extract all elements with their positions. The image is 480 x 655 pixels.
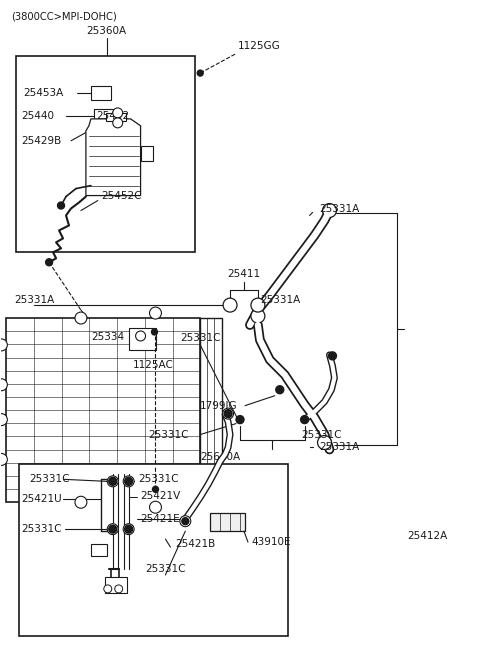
Text: 25440: 25440: [21, 111, 54, 121]
Circle shape: [46, 259, 53, 266]
Circle shape: [123, 476, 134, 487]
Text: 25442: 25442: [96, 111, 129, 121]
Text: 25421E: 25421E: [141, 514, 180, 524]
Circle shape: [300, 416, 309, 424]
Bar: [200, 318, 222, 502]
Bar: [6, 318, 200, 502]
Text: 25331C: 25331C: [139, 474, 179, 484]
Circle shape: [236, 416, 244, 424]
Circle shape: [104, 585, 112, 593]
Circle shape: [328, 352, 336, 360]
Text: 25421B: 25421B: [175, 539, 216, 549]
Circle shape: [197, 70, 203, 76]
Circle shape: [0, 339, 7, 351]
Text: 25331A: 25331A: [320, 204, 360, 214]
Text: 43910E: 43910E: [252, 537, 291, 547]
Circle shape: [251, 298, 265, 312]
Text: 25412A: 25412A: [407, 531, 447, 541]
Text: 25640A: 25640A: [200, 453, 240, 462]
Bar: [91, 544, 107, 556]
Circle shape: [150, 501, 161, 514]
Circle shape: [113, 118, 123, 128]
Circle shape: [276, 386, 284, 394]
Text: 25453A: 25453A: [23, 88, 63, 98]
Circle shape: [109, 477, 117, 485]
Bar: [105, 577, 127, 593]
Circle shape: [107, 523, 118, 534]
Circle shape: [123, 523, 134, 534]
Text: 25331C: 25331C: [148, 430, 189, 440]
Text: 25429B: 25429B: [21, 136, 61, 146]
Text: 25331C: 25331C: [180, 333, 220, 343]
Text: 1799JG: 1799JG: [200, 401, 238, 411]
Text: 25331C: 25331C: [301, 430, 342, 440]
Text: 25331C: 25331C: [145, 564, 186, 574]
Text: 25331C: 25331C: [21, 524, 62, 534]
Circle shape: [107, 476, 118, 487]
Circle shape: [323, 204, 336, 217]
Text: 25452C: 25452C: [101, 191, 141, 200]
Circle shape: [223, 298, 237, 312]
Circle shape: [180, 515, 191, 527]
Circle shape: [150, 307, 161, 319]
Circle shape: [153, 486, 158, 493]
Circle shape: [125, 525, 132, 533]
Circle shape: [113, 108, 123, 118]
Text: 25331A: 25331A: [260, 295, 300, 305]
Text: (3800CC>MPI-DOHC): (3800CC>MPI-DOHC): [12, 11, 117, 22]
Circle shape: [251, 309, 265, 323]
Text: 25411: 25411: [228, 269, 261, 279]
Circle shape: [224, 409, 232, 418]
Circle shape: [152, 329, 157, 335]
Bar: [210, 514, 245, 531]
Text: 25331C: 25331C: [29, 474, 70, 484]
Text: 1125GG: 1125GG: [238, 41, 281, 51]
Circle shape: [115, 585, 123, 593]
Circle shape: [0, 414, 7, 426]
Circle shape: [223, 408, 234, 419]
Text: 25334: 25334: [91, 332, 124, 342]
Circle shape: [75, 496, 87, 508]
Circle shape: [136, 331, 145, 341]
Polygon shape: [86, 119, 141, 196]
Text: 25331A: 25331A: [14, 295, 54, 305]
Text: 25331A: 25331A: [320, 443, 360, 453]
Bar: [19, 464, 288, 636]
Bar: [141, 146, 153, 160]
Circle shape: [58, 202, 64, 209]
Circle shape: [182, 517, 189, 525]
Circle shape: [0, 379, 7, 391]
Circle shape: [318, 436, 332, 449]
Circle shape: [0, 453, 7, 466]
Text: 25421V: 25421V: [141, 491, 181, 501]
Circle shape: [109, 525, 117, 533]
Bar: [91, 86, 111, 100]
Text: 25421U: 25421U: [21, 495, 62, 504]
Text: 25360A: 25360A: [87, 26, 127, 36]
Bar: [129, 328, 156, 350]
Circle shape: [75, 312, 87, 324]
Circle shape: [125, 477, 132, 485]
Bar: [106, 113, 126, 121]
Bar: [16, 56, 195, 252]
Text: 1125AC: 1125AC: [132, 360, 173, 370]
